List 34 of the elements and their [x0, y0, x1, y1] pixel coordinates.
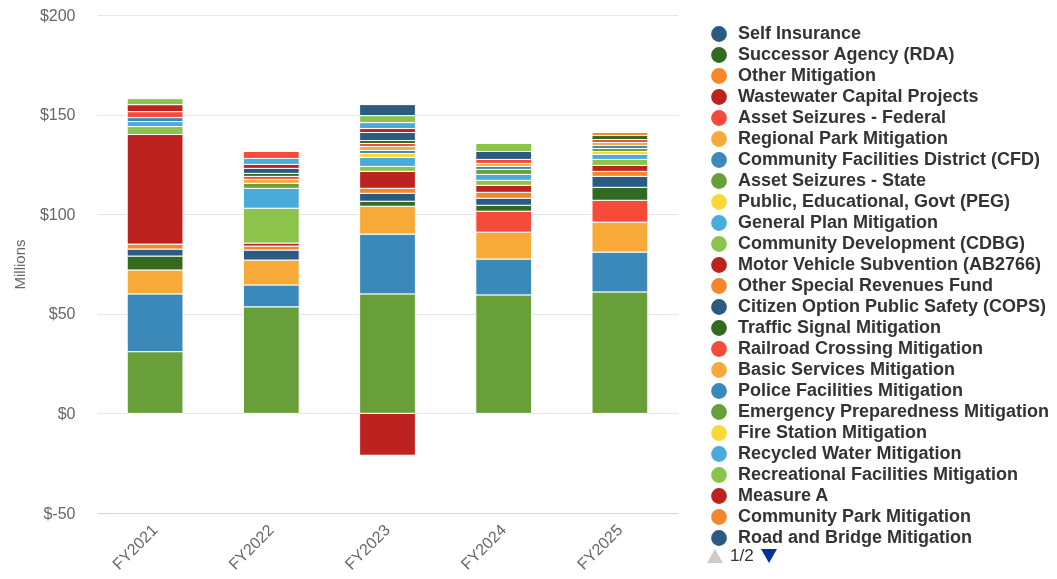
y-tick-label: $150: [39, 106, 76, 124]
legend-label: Wastewater Capital Projects: [738, 86, 979, 106]
y-tick-label: $0: [57, 404, 76, 422]
y-tick-label: $100: [39, 205, 76, 223]
legend-label: Emergency Preparedness Mitigation: [738, 401, 1050, 421]
y-tick-label: $200: [39, 6, 76, 24]
legend-label: Fire Station Mitigation: [738, 422, 927, 442]
legend-label: Community Development (CDBG): [738, 233, 1026, 253]
legend-label: Basic Services Mitigation: [738, 359, 956, 379]
legend-label: Other Mitigation: [738, 65, 876, 85]
legend-label: Citizen Option Public Safety (COPS): [738, 296, 1047, 316]
legend-label: Successor Agency (RDA): [738, 44, 955, 64]
legend-label: Community Facilities District (CFD): [738, 149, 1041, 169]
legend-label: Traffic Signal Mitigation: [738, 317, 942, 337]
legend-label: Asset Seizures - State: [738, 170, 927, 190]
legend-label: Railroad Crossing Mitigation: [738, 338, 984, 358]
legend-label: Recycled Water Mitigation: [738, 443, 962, 463]
legend-label: Police Facilities Mitigation: [738, 380, 964, 400]
legend-label: Self Insurance: [738, 23, 862, 43]
text: 1/2: [730, 546, 754, 566]
legend-label: Regional Park Mitigation: [738, 128, 949, 148]
legend-label: Asset Seizures - Federal: [738, 107, 947, 127]
legend-label: Other Special Revenues Fund: [738, 275, 994, 295]
y-axis-title: Millions: [10, 239, 28, 290]
legend-label: Motor Vehicle Subvention (AB2766): [738, 254, 1042, 274]
legend-label: Measure A: [738, 485, 829, 505]
bar: [359, 132, 416, 141]
legend-label: Recreational Facilities Mitigation: [738, 464, 1019, 484]
legend-label: General Plan Mitigation: [738, 212, 939, 232]
y-tick-label: $50: [48, 305, 76, 323]
y-tick-label: $-50: [43, 504, 76, 522]
legend-label: Community Park Mitigation: [738, 506, 972, 526]
legend-label: Road and Bridge Mitigation: [738, 527, 972, 547]
legend-label: Public, Educational, Govt (PEG): [738, 191, 1011, 211]
